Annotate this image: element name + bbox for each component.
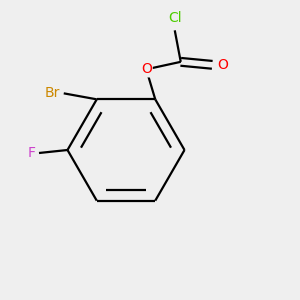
Text: Cl: Cl	[168, 11, 182, 25]
Text: Br: Br	[45, 86, 60, 100]
Text: O: O	[141, 62, 152, 76]
Text: O: O	[218, 58, 229, 72]
Text: F: F	[28, 146, 36, 160]
